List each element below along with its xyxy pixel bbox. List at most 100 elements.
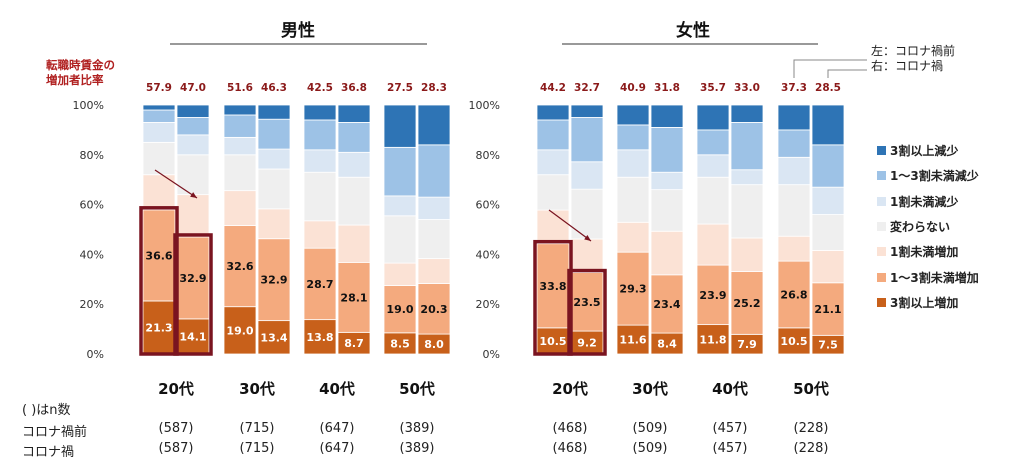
bar-segment: [777, 129, 811, 158]
bar-segment: [650, 171, 684, 191]
increase-rate-label: 35.7: [700, 82, 726, 94]
bar-segment: [730, 169, 764, 186]
legend-label: 1割未満増加: [890, 245, 959, 260]
bar-segment: [730, 237, 764, 272]
bar-segment: [417, 144, 451, 198]
highlight-box: [533, 239, 573, 356]
data-label: 28.7: [306, 278, 333, 291]
n-value: (509): [632, 441, 668, 456]
bar-segment: [303, 171, 337, 222]
bar-segment: [811, 214, 845, 251]
bar-segment: [777, 327, 811, 355]
y-axis-title: 転職時賃金の 増加者比率: [46, 58, 115, 88]
data-label: 10.5: [780, 335, 807, 348]
bar-segment: [337, 122, 371, 153]
n-value: (715): [239, 421, 275, 436]
bar-segment: [777, 156, 811, 186]
legend-label: 1～3割未満増加: [890, 270, 979, 285]
bar-segment: [616, 149, 650, 178]
bar-segment: [417, 196, 451, 220]
bar-segment: [223, 225, 257, 308]
trend-arrow-head: [190, 192, 197, 198]
bar-segment: [303, 149, 337, 173]
bar-segment: [616, 176, 650, 223]
panel-title: 男性: [281, 20, 315, 41]
trend-arrow: [154, 169, 198, 199]
legend-label: 3割以上増加: [890, 295, 959, 310]
data-label: 25.2: [733, 297, 760, 310]
y-tick-label: 100%: [73, 99, 104, 112]
bar-segment: [303, 220, 337, 249]
bar-segment: [176, 134, 210, 156]
bar-segment: [303, 104, 337, 121]
data-label: 11.6: [619, 334, 646, 347]
bar-segment: [176, 117, 210, 136]
legend-note: 左：コロナ禍前 右：コロナ禍: [871, 44, 955, 74]
bar-segment: [142, 104, 176, 111]
bar-segment: [650, 127, 684, 173]
bar-segment: [777, 104, 811, 131]
after-row-label: コロナ禍: [22, 445, 75, 460]
data-label: 19.0: [226, 324, 253, 337]
note-bracket-right: [827, 69, 867, 78]
legend-item: 1～3割未満増加: [877, 269, 979, 286]
data-label: 33.8: [539, 280, 566, 293]
bar-segment: [303, 119, 337, 151]
n-value: (228): [793, 441, 829, 456]
bar-segment: [337, 104, 371, 123]
bar-segment: [696, 154, 730, 178]
y-tick-label: 40%: [476, 248, 500, 261]
data-label: 29.3: [619, 283, 646, 296]
n-value: (389): [399, 421, 435, 436]
n-value: (228): [793, 421, 829, 436]
bar-segment: [303, 319, 337, 355]
bar-segment: [570, 104, 604, 118]
category-label: 20代: [552, 380, 588, 398]
data-label: 20.3: [420, 303, 447, 316]
data-label: 8.0: [424, 338, 444, 351]
legend-swatch: [877, 171, 886, 181]
bar-segment: [176, 104, 210, 118]
increase-rate-label: 42.5: [307, 82, 333, 94]
y-tick-label: 60%: [476, 199, 500, 212]
bar-segment: [337, 151, 371, 178]
bar-segment: [536, 104, 570, 121]
bar-segment: [811, 144, 845, 188]
data-label: 14.1: [179, 330, 206, 343]
bar-segment: [616, 124, 650, 151]
data-label: 11.8: [699, 333, 726, 346]
bar-segment: [696, 223, 730, 266]
bar-segment: [383, 285, 417, 334]
bar-segment: [536, 327, 570, 355]
bar-segment: [811, 104, 845, 146]
bar-segment: [257, 118, 291, 150]
bar-segment: [570, 238, 604, 273]
bar-segment: [257, 238, 291, 322]
y-tick-label: 80%: [80, 149, 104, 162]
bar-segment: [616, 221, 650, 253]
bar-segment: [223, 154, 257, 192]
bar-segment: [257, 320, 291, 355]
n-value: (389): [399, 441, 435, 456]
bar-segment: [650, 104, 684, 128]
increase-rate-label: 46.3: [261, 82, 287, 94]
bar-segment: [696, 324, 730, 355]
data-label: 10.5: [539, 335, 566, 348]
legend-item: 1割未満増加: [877, 243, 958, 260]
bar-segment: [570, 188, 604, 240]
increase-rate-label: 37.3: [781, 82, 807, 94]
bar-segment: [223, 114, 257, 138]
category-label: 50代: [399, 380, 435, 398]
data-label: 9.2: [577, 337, 597, 350]
bar-segment: [176, 154, 210, 196]
n-value: (457): [712, 421, 748, 436]
data-label: 26.8: [780, 288, 807, 301]
bar-segment: [696, 129, 730, 156]
bar-segment: [223, 136, 257, 156]
bar-segment: [142, 109, 176, 123]
y-tick-label: 60%: [80, 199, 104, 212]
category-label: 40代: [712, 380, 748, 398]
bar-segment: [616, 104, 650, 126]
bar-segment: [383, 262, 417, 286]
